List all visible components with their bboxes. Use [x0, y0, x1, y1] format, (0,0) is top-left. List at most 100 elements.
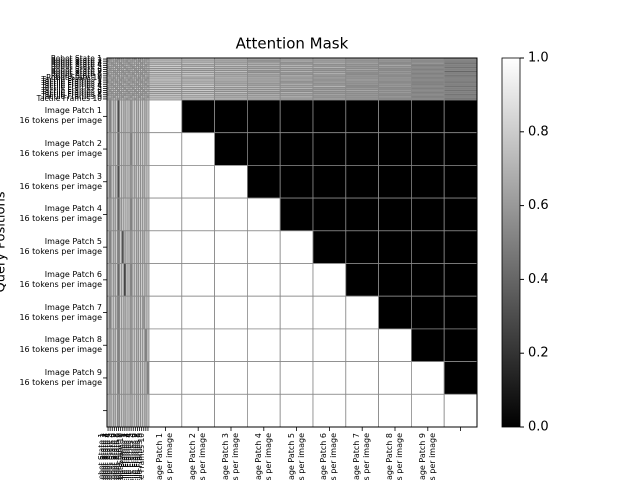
cell	[181, 99, 216, 134]
x-tick-label: Image Patch 8 16 tokens per image	[385, 433, 404, 480]
y-tick-label: Tactile Frames 1	[41, 75, 102, 85]
colorbar-tick-label: 0.4	[528, 272, 549, 287]
cell	[279, 393, 314, 428]
cell	[345, 197, 379, 232]
cell	[345, 164, 379, 199]
cell	[148, 328, 183, 362]
cell	[246, 328, 281, 362]
x-tick-label: Image Patch 1 16 tokens per image	[155, 433, 175, 480]
cell	[443, 230, 478, 264]
cell	[148, 164, 183, 199]
cell	[214, 393, 248, 428]
cell	[148, 295, 183, 330]
cell	[378, 295, 412, 330]
x-tick-label: Image Patch 5 16 tokens per image	[286, 433, 306, 480]
cell	[246, 230, 281, 264]
cell	[148, 361, 183, 395]
cell	[214, 361, 248, 395]
cell	[378, 99, 412, 134]
cell	[378, 393, 412, 428]
colorbar	[501, 57, 521, 428]
cell	[345, 263, 379, 297]
cell	[312, 132, 347, 166]
cell	[345, 361, 379, 395]
cell	[312, 197, 347, 232]
cell	[345, 328, 379, 362]
cell	[181, 328, 216, 362]
chart-title: Attention Mask	[236, 35, 349, 53]
colorbar-tick-label: 0.8	[528, 124, 549, 139]
colorbar-tick-label: 0.2	[528, 346, 549, 361]
cell	[246, 361, 281, 395]
x-tick-label: Image Patch 6 16 tokens per image	[319, 433, 339, 480]
cell	[214, 99, 248, 134]
cell	[279, 230, 314, 264]
cell	[378, 197, 412, 232]
x-tick-label: Image Patch 7 16 tokens per image	[352, 433, 372, 480]
cell	[378, 263, 412, 297]
y-tick-label: Robot State 2	[50, 56, 102, 66]
cell	[181, 295, 216, 330]
cell	[410, 295, 445, 330]
cell	[443, 132, 478, 166]
y-tick-label: Tactile Frames 2	[41, 77, 102, 87]
cell	[312, 230, 347, 264]
cell	[181, 197, 216, 232]
y-tick-label: Image Patch 3 16 tokens per image	[19, 171, 102, 191]
x-tick-label: Image Patch 3 16 tokens per image	[221, 433, 240, 480]
y-tick-label: Robot State 1	[50, 54, 102, 64]
cell	[148, 132, 183, 166]
cell	[443, 328, 478, 362]
y-tick-label: Tactile Frames 8	[41, 89, 102, 99]
cell	[410, 164, 445, 199]
y-tick-label: Image Patch 5 16 tokens per image	[19, 237, 102, 257]
cell	[345, 99, 379, 134]
y-tick-label: Image Patch 9 16 tokens per image	[19, 367, 102, 387]
cell	[181, 132, 216, 166]
cell	[279, 164, 314, 199]
cell	[443, 164, 478, 199]
cell	[345, 295, 379, 330]
cell	[443, 99, 478, 134]
cell	[312, 295, 347, 330]
cell	[279, 99, 314, 134]
y-tick-label: Image Patch 2 16 tokens per image	[19, 139, 102, 159]
cell	[312, 361, 347, 395]
cell	[246, 132, 281, 166]
cell	[246, 197, 281, 232]
cell	[148, 263, 183, 297]
colorbar-tick-label: 0.6	[528, 198, 549, 213]
y-axis-label: Query Positions	[0, 191, 9, 292]
y-tick-label: Image Patch 1 16 tokens per image	[19, 106, 102, 126]
y-tick-label: Robot State 6	[50, 64, 102, 74]
cell	[181, 263, 216, 297]
cell	[443, 295, 478, 330]
cell	[410, 197, 445, 232]
y-tick-label: Robot State 9	[50, 70, 102, 80]
cell	[214, 197, 248, 232]
y-tick-label: Tactile Frames 6	[41, 85, 102, 95]
y-tick-label: Robot State 7	[50, 66, 102, 76]
colorbar-tick-label: 0.0	[528, 420, 549, 435]
y-tick-label: Tactile Frames 9	[41, 91, 102, 101]
cell	[148, 230, 183, 264]
y-tick-label: Image Patch 7 16 tokens per image	[19, 302, 102, 322]
y-tick-label: Robot State 10	[46, 72, 102, 82]
y-tick-label: Robot State 3	[50, 58, 102, 68]
cell	[181, 230, 216, 264]
cell	[443, 393, 478, 428]
cell	[443, 197, 478, 232]
colorbar-tick-label: 1.0	[528, 51, 549, 66]
cell	[246, 99, 281, 134]
cell	[378, 328, 412, 362]
cell	[410, 328, 445, 362]
cell	[214, 328, 248, 362]
cell	[410, 132, 445, 166]
cell	[148, 197, 183, 232]
cell	[279, 361, 314, 395]
cell	[246, 393, 281, 428]
x-tick-label: Tactile Frames 10	[136, 433, 146, 480]
cell	[345, 230, 379, 264]
cell	[312, 99, 347, 134]
cell	[378, 361, 412, 395]
